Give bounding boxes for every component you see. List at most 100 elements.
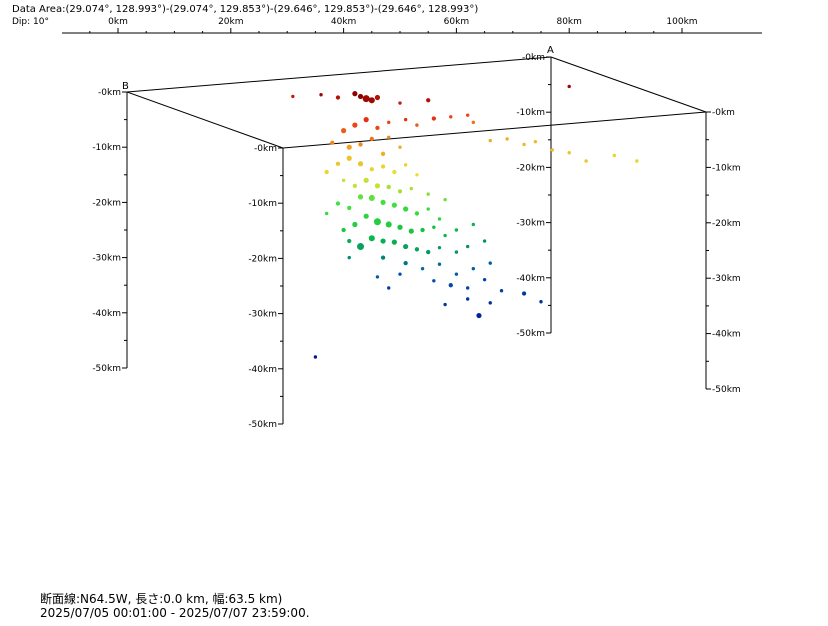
hypocenter-point	[403, 117, 408, 122]
hypocenter-point	[362, 95, 370, 103]
hypocenter-point	[347, 255, 351, 260]
hypocenter-point	[409, 186, 413, 191]
hypocenter-point	[426, 98, 431, 103]
hypocenter-point	[319, 93, 323, 97]
distance-axis-top: 0km 20km 40km 60km 80km 100km	[62, 17, 762, 34]
hypocenter-point	[387, 286, 391, 290]
hypocenter-point	[352, 91, 358, 97]
depth-tick-label: -30km	[712, 274, 741, 284]
hypocenter-point	[414, 247, 420, 252]
distance-tick-label: 100km	[666, 17, 697, 27]
box-frame	[126, 56, 707, 149]
hypocenter-point	[437, 245, 442, 250]
hypocenter-point	[612, 153, 617, 158]
hypocenter-point	[358, 142, 363, 147]
distance-tick-label: 40km	[331, 17, 356, 27]
depth-tick-label: -0km	[522, 53, 545, 63]
depth-tick-label: -20km	[248, 254, 277, 264]
hypocenter-point	[443, 302, 447, 307]
depth-tick-label: -0km	[98, 88, 121, 98]
corner-label-b: B	[122, 81, 129, 92]
depth-tick-label: -30km	[516, 219, 545, 229]
hypocenter-point	[437, 217, 442, 221]
period-info: 2025/07/05 00:01:00 - 2025/07/07 23:59:0…	[40, 606, 310, 620]
distance-tick-label: 20km	[218, 17, 243, 27]
depth-tick-label: -0km	[254, 144, 277, 154]
hypocenter-point	[471, 266, 476, 271]
hypocenter-point	[291, 94, 295, 99]
hypocenter-point	[465, 297, 470, 301]
hypocenter-point	[335, 201, 341, 206]
hypocenter-point	[397, 189, 403, 194]
hypocenter-point	[380, 151, 386, 156]
dip-label: Dip: 10°	[12, 17, 49, 27]
hypocenter-point	[397, 224, 403, 230]
hypocenter-point	[330, 140, 335, 145]
hypocenter-point	[432, 279, 436, 283]
hypocenter-point	[335, 161, 341, 166]
hypocenter-point	[352, 183, 358, 188]
hypocenter-point	[403, 163, 408, 167]
box-edge-left-top	[126, 91, 284, 149]
hypocenter-point	[420, 266, 425, 271]
hypocenter-point	[363, 213, 369, 219]
depth-tick-label: -50km	[92, 364, 121, 374]
box-edge-right-top	[550, 56, 707, 113]
hypocenter-point	[432, 225, 436, 229]
hypocenter-point	[375, 125, 380, 131]
hypocenter-point	[426, 249, 431, 255]
distance-tick-label: 0km	[108, 17, 128, 27]
depth-tick-label: -20km	[516, 163, 545, 173]
hypocenter-point	[387, 135, 391, 139]
hypocenter-point	[373, 218, 381, 226]
hypocenter-point	[482, 239, 487, 243]
hypocenter-point	[499, 289, 504, 293]
hypocenter-point	[386, 184, 391, 190]
hypocenter-points	[291, 84, 639, 359]
hypocenter-point	[357, 243, 365, 251]
hypocenter-point	[357, 161, 364, 167]
hypocenter-point	[392, 169, 397, 175]
hypocenter-point	[335, 95, 341, 100]
hypocenter-point	[398, 145, 402, 149]
hypocenter-point	[403, 243, 409, 250]
hypocenter-point	[488, 301, 492, 305]
hypocenter-point	[380, 199, 386, 205]
hypocenter-point	[567, 151, 571, 155]
hypocenter-point	[385, 221, 392, 228]
depth-tick-label: -50km	[712, 385, 741, 395]
depth-tick-label: -10km	[516, 108, 545, 118]
hypocenter-point	[476, 312, 482, 319]
hypocenter-point	[505, 137, 509, 141]
depth-tick-label: -30km	[248, 310, 277, 320]
hypocenter-point	[357, 194, 364, 200]
hypocenter-point	[403, 260, 408, 266]
box-edge-back-top	[126, 56, 552, 93]
depth-tick-label: -40km	[516, 274, 545, 284]
data-area-label: Data Area:(29.074°, 128.993°)-(29.074°, …	[12, 4, 478, 15]
corner-label-a: A	[547, 45, 554, 56]
hypocenter-point	[346, 155, 352, 161]
hypocenter-point	[448, 283, 453, 288]
hypocenter-point	[324, 211, 329, 216]
distance-axis-ticks: 0km 20km 40km 60km 80km 100km	[89, 17, 698, 33]
hypocenter-point	[368, 97, 375, 104]
hypocenter-point	[398, 101, 402, 105]
hypocenter-point	[347, 205, 352, 211]
hypocenter-point	[465, 244, 470, 249]
hypocenter-point	[341, 227, 346, 233]
depth-axis-right: -0km -10km -20km -30km -40km -50km	[705, 108, 741, 395]
depth-axes: -0km -10km -20km -30km -40km -50km -0km -10km -2…	[92, 53, 740, 430]
depth-tick-label: -0km	[712, 108, 735, 118]
depth-tick-label: -30km	[92, 254, 121, 264]
hypocenter-point	[347, 238, 352, 244]
hypocenter-point	[471, 222, 476, 227]
hypocenter-point	[443, 233, 447, 238]
hypocenter-point	[391, 239, 397, 245]
section-info: 断面線:N64.5W, 長さ:0.0 km, 幅:63.5 km)	[40, 592, 283, 606]
hypocenter-point	[352, 221, 358, 228]
hypocenter-point	[368, 194, 375, 202]
hypocenter-point	[454, 250, 459, 254]
hypocenter-point	[398, 272, 402, 276]
hypocenter-point	[380, 255, 386, 260]
